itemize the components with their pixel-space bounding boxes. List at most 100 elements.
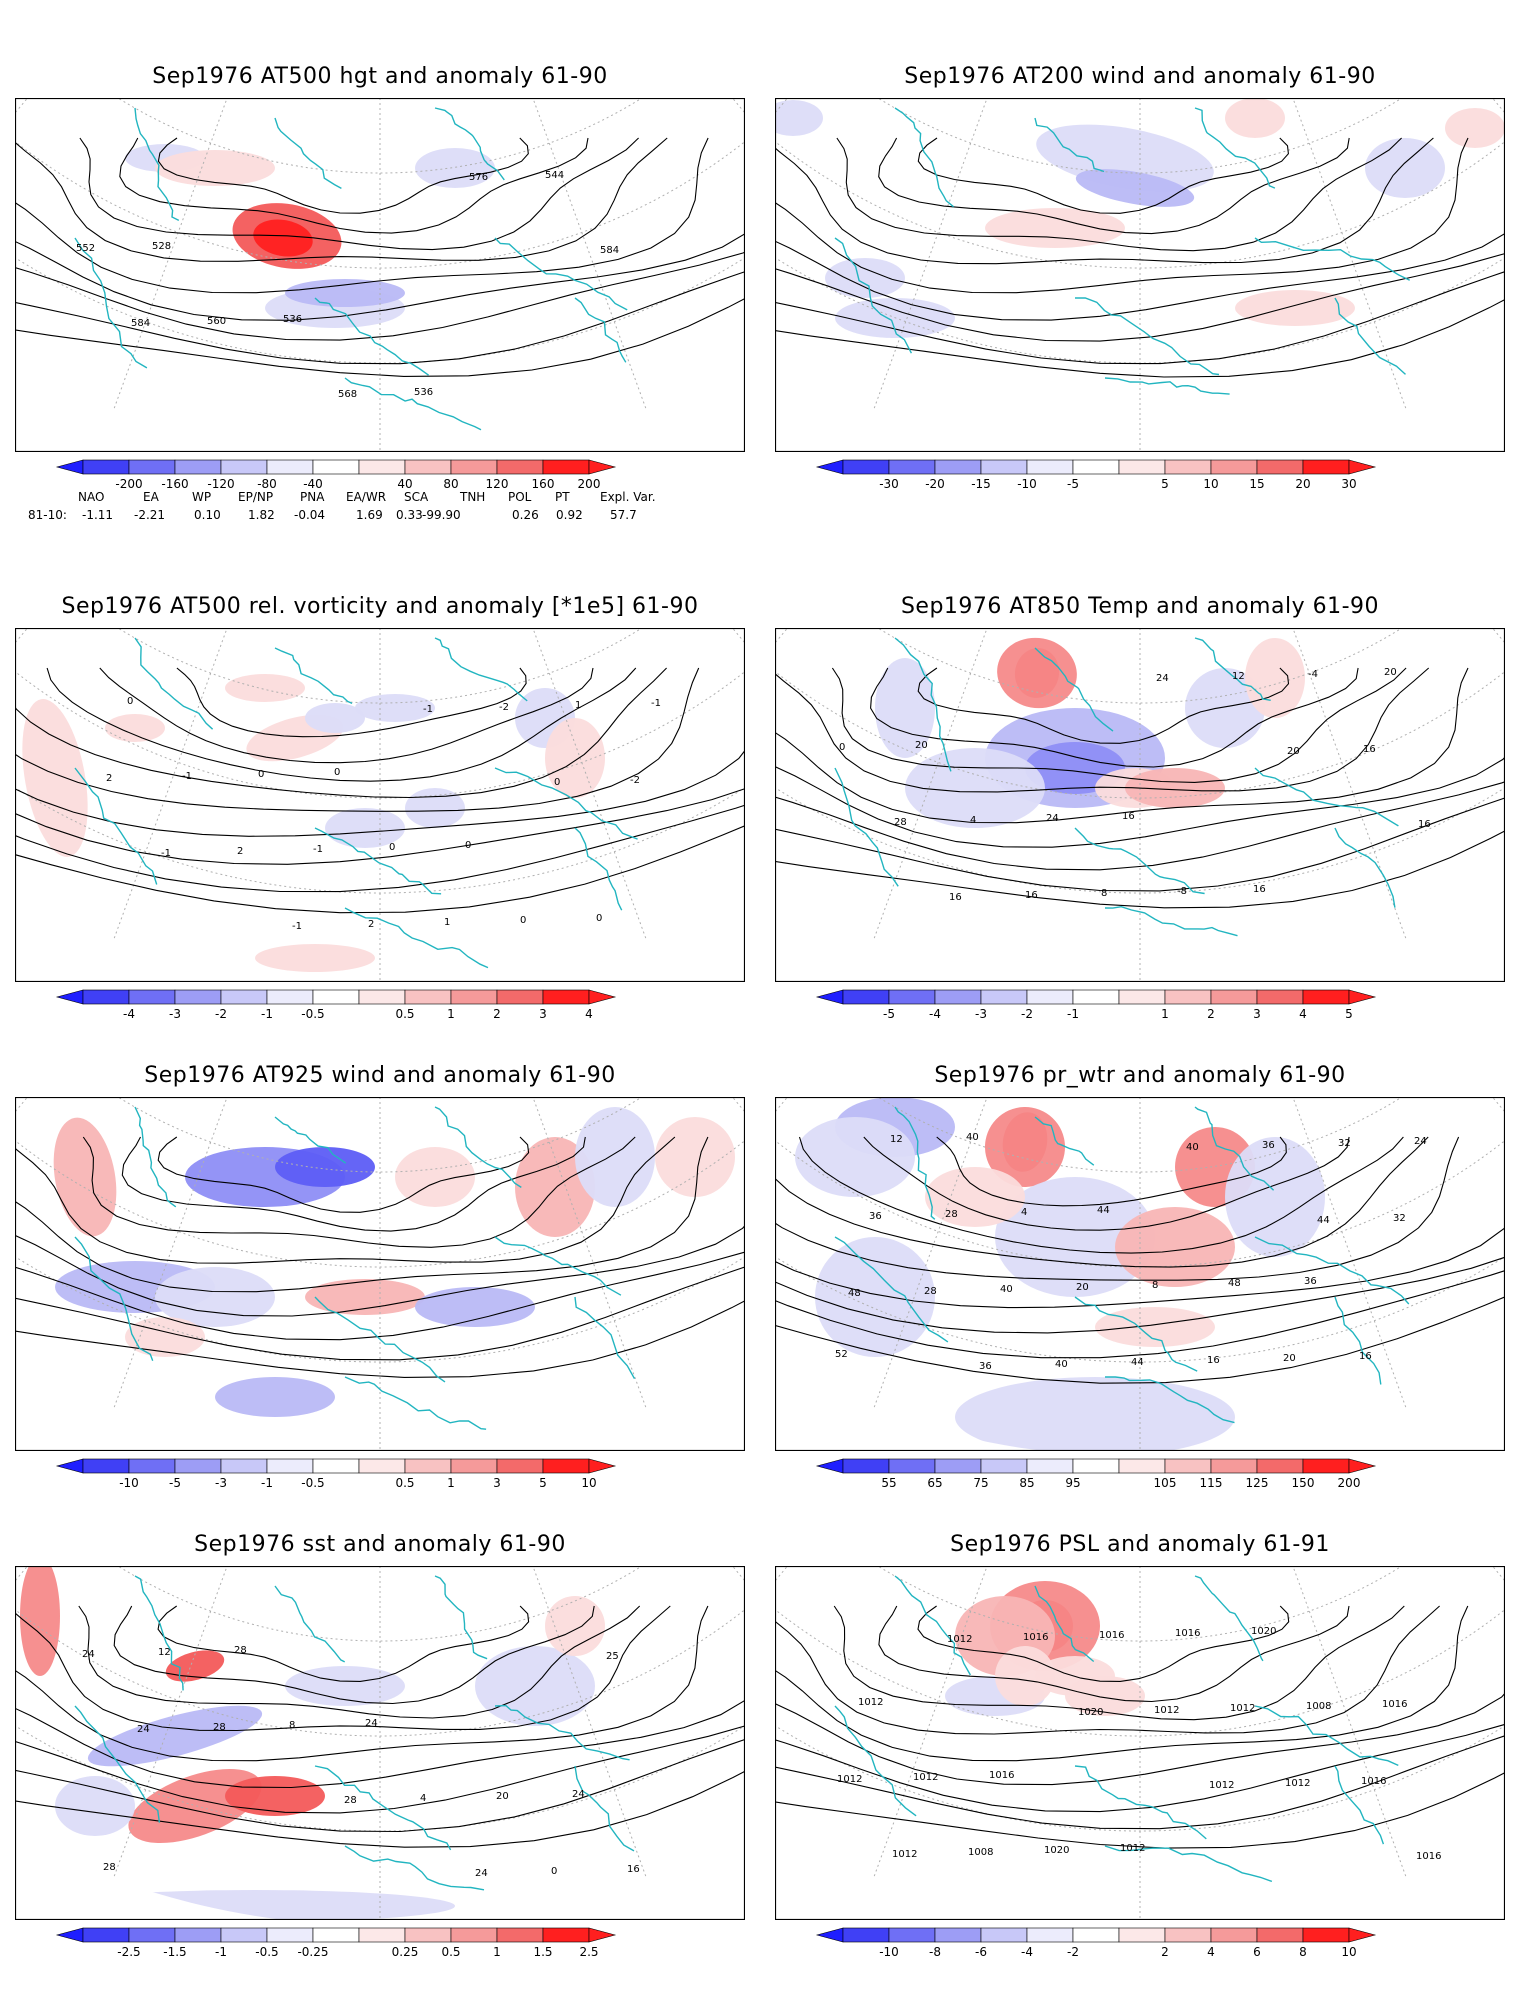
contour-line	[775, 137, 1505, 321]
coastline	[1104, 905, 1238, 937]
contour-label: -1	[182, 771, 192, 782]
colorbar-tick-label: 4	[585, 1007, 593, 1021]
contour-label: 20	[1283, 1353, 1296, 1364]
colorbar-tick-label: 4	[1207, 1945, 1215, 1959]
map-sst: 24 28 28 24 20 16 12 8 4 0 24 28 28 24 25 24	[15, 1566, 745, 1920]
contour-line	[15, 1136, 745, 1341]
contour-label: 2	[368, 919, 374, 930]
contour-label: 1	[575, 700, 581, 711]
colorbar-end-triangle	[588, 1458, 617, 1474]
coastline	[1194, 1106, 1275, 1191]
coastline	[1104, 377, 1230, 395]
colorbar-tick-label: -10	[879, 1945, 899, 1959]
contour-line	[775, 667, 1505, 892]
colorbar-segment	[82, 989, 130, 1005]
contour-line	[863, 1136, 1350, 1231]
contour-label: -2	[630, 775, 640, 786]
contour-line	[775, 1136, 1505, 1384]
contour-label: 1012	[1120, 1843, 1145, 1854]
colorbar-segment	[174, 1458, 222, 1474]
colorbar-end-triangle	[55, 459, 84, 475]
anomaly-shading	[415, 148, 495, 188]
colorbar-tick-label: -120	[207, 477, 234, 491]
colorbar-segment	[842, 989, 890, 1005]
colorbar-segment	[842, 1927, 890, 1943]
contour-line	[775, 1136, 1429, 1268]
colorbar-tick-label: 8	[1299, 1945, 1307, 1959]
tele-header: EP/NP	[238, 490, 274, 504]
contour-label: 36	[869, 1211, 882, 1222]
contour-line	[775, 1605, 1505, 1830]
contour-label: 1012	[1154, 1705, 1179, 1716]
contour-label: 1012	[837, 1774, 862, 1785]
colorbar-segment	[1256, 989, 1304, 1005]
colorbar-segment	[174, 459, 222, 475]
anomaly-shading	[1235, 290, 1355, 326]
colorbar-tick-label: 0.25	[392, 1945, 419, 1959]
colorbar-tick-label: 85	[1019, 1476, 1034, 1490]
colorbar-tick-label: -200	[115, 477, 142, 491]
colorbar-segment	[82, 1458, 130, 1474]
map-frame	[775, 1097, 1505, 1451]
colorbar-segment	[888, 1458, 936, 1474]
colorbar-tick-label: 1	[447, 1476, 455, 1490]
anomaly-shading	[325, 808, 405, 848]
contour-label: 0	[258, 769, 264, 780]
coastline	[274, 117, 342, 190]
coastline	[1075, 297, 1220, 376]
anomaly-shading	[395, 1147, 475, 1207]
colorbar-tick-label: 0.5	[395, 1007, 414, 1021]
contour-line	[775, 667, 1505, 848]
coastline	[314, 1296, 446, 1383]
colorbar-segment	[266, 1458, 314, 1474]
map-psl: 1012 1016 1012 1020 1016 1012 1020 1016 1008 1012…	[775, 1566, 1505, 1920]
colorbar-tick-label: -2	[1067, 1945, 1079, 1959]
contour-label: 20	[1287, 746, 1300, 757]
colorbar-tick-label: 150	[1292, 1476, 1315, 1490]
coastline	[1334, 1765, 1385, 1845]
colorbar-hgt500: -200 -160 -120 -80 -40 40 80 120 160 200	[55, 459, 617, 491]
contour-label: 28	[344, 1795, 357, 1806]
contour-line	[878, 137, 1350, 235]
tele-value: 1.82	[248, 508, 275, 522]
colorbar-end-triangle	[815, 989, 844, 1005]
colorbar-segment	[1118, 1458, 1166, 1474]
contour-label: 20	[496, 1791, 509, 1802]
colorbar-segment	[888, 1927, 936, 1943]
colorbar-tick-label: 20	[1295, 477, 1310, 491]
contour-label: 0	[334, 767, 340, 778]
contour-line	[836, 137, 1402, 252]
contour-line	[157, 1136, 530, 1213]
colorbar-segment	[450, 989, 498, 1005]
colorbar-tick-label: 10	[1341, 1945, 1356, 1959]
contour-label: 584	[131, 318, 150, 329]
coastline	[434, 107, 505, 181]
contour-label: 4	[1021, 1207, 1027, 1218]
anomaly-shading	[1065, 1676, 1145, 1716]
colorbar-tick-label: 1	[493, 1945, 501, 1959]
colorbar-segment	[1210, 459, 1258, 475]
map-domain: 24 28 28 24 20 16 12 8 4 0 24 28 28 24 25 24	[15, 1566, 745, 1920]
colorbar-segment	[1026, 459, 1074, 475]
contour-line	[775, 1605, 1505, 1786]
map-domain: 3652404448161248202428201632364044363228…	[775, 1097, 1505, 1451]
contour-label: 568	[338, 389, 357, 400]
contour-line	[917, 667, 1290, 744]
contour-label: 28	[234, 1645, 247, 1656]
contour-line	[15, 137, 745, 377]
contour-line	[831, 667, 1407, 783]
panel-title-prwtr: Sep1976 pr_wtr and anomaly 61-90	[934, 1063, 1346, 1088]
colorbar-tick-label: 0.5	[395, 1476, 414, 1490]
contour-label: 44	[1131, 1357, 1144, 1368]
colorbar-segment	[220, 989, 268, 1005]
colorbar-segment	[358, 1927, 406, 1943]
tele-header: TNH	[460, 490, 486, 504]
contour-line	[176, 667, 527, 738]
panel-title-wind200: Sep1976 AT200 wind and anomaly 61-90	[904, 64, 1376, 89]
anomaly-shading	[655, 1117, 735, 1197]
tele-header: WP	[192, 490, 212, 504]
map-wind200	[775, 98, 1505, 452]
coastline	[134, 1575, 184, 1691]
contour-label: 36	[979, 1361, 992, 1372]
coastline	[1034, 1585, 1095, 1663]
